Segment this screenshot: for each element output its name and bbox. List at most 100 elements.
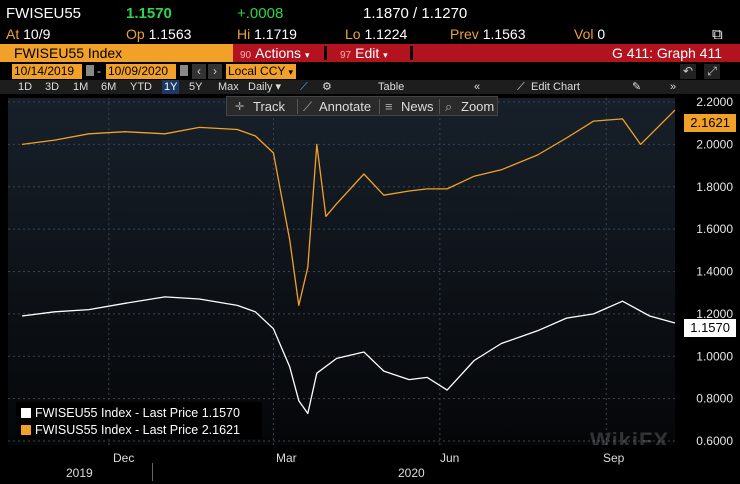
divider [379, 99, 380, 114]
year-divider [152, 463, 153, 481]
annotate-button[interactable]: Annotate [319, 99, 372, 114]
news-button[interactable]: News [401, 99, 434, 114]
y-tick-label: 0.6000 [696, 434, 733, 448]
x-year-label: 2020 [398, 466, 425, 480]
legend: FWISEU55 Index - Last Price 1.1570 FWISU… [16, 402, 262, 439]
table-button[interactable]: Table [378, 81, 405, 93]
period-1d[interactable]: 1D [18, 81, 33, 93]
period-toolbar: 1D 3D 1M 6M YTD 1Y 5Y Max Daily ▾ ⟋ ⚙ Ta… [0, 80, 740, 94]
index-name: FWISEU55 Index [0, 44, 233, 62]
annotate-icon[interactable]: ⟋ [303, 99, 313, 114]
period-6m[interactable]: 6M [101, 81, 117, 93]
calendar-icon[interactable] [180, 65, 188, 76]
fullscreen-icon[interactable]: ⤢ [704, 64, 720, 79]
y-tick-label: 1.4000 [696, 265, 733, 279]
end-date-field[interactable]: 10/09/2020 [106, 64, 176, 79]
y-tick-label: 1.2000 [696, 307, 733, 321]
open-value: 1.1563 [148, 26, 192, 42]
actions-menu[interactable]: 90 Actions ▾ [240, 44, 309, 62]
crosshair-icon[interactable]: ✛ [235, 101, 245, 113]
chevron-down-icon: ▾ [288, 67, 294, 77]
x-tick-label: Jun [440, 451, 460, 465]
period-3d[interactable]: 3D [45, 81, 60, 93]
edit-icon[interactable]: ✎ [632, 81, 642, 93]
at-label: At [6, 26, 20, 42]
fwiseu55-series-line [21, 296, 676, 415]
divider [297, 99, 298, 114]
legend-label: FWISUS55 Index - Last Price 2.1621 [35, 423, 240, 437]
x-tick-label: Mar [276, 451, 297, 465]
vol-label: Vol [574, 26, 594, 42]
chevron-down-icon: ▾ [383, 50, 388, 60]
prev-value: 1.1563 [482, 26, 526, 42]
edit-chart-icon[interactable]: ⟋ [517, 81, 525, 93]
divider [439, 99, 440, 114]
x-year-label: 2019 [66, 466, 93, 480]
frequency-label: Daily [248, 81, 273, 93]
legend-item: FWISUS55 Index - Last Price 2.1621 [21, 423, 240, 437]
edit-chart-button[interactable]: Edit Chart [531, 81, 580, 93]
open-label: Op [126, 26, 145, 42]
y-tick-label: 0.8000 [696, 392, 733, 406]
date-range-row: 10/14/2019 - 10/09/2020 ‹ › Local CCY ▾ … [0, 62, 740, 80]
edit-label: Edit [355, 45, 380, 61]
news-icon[interactable]: ≡ [385, 99, 393, 114]
prev-period-button[interactable]: ‹ [192, 64, 206, 79]
price-change: +.0008 [237, 5, 284, 22]
x-tick-label: Dec [113, 451, 135, 465]
edit-number: 97 [340, 50, 352, 61]
prev-label: Prev [450, 26, 479, 42]
menu-bar: FWISEU55 Index 90 Actions ▾ 97 Edit ▾ G 41… [0, 44, 740, 62]
export-icon[interactable]: ⧉ [712, 26, 723, 43]
track-button[interactable]: Track [253, 99, 286, 114]
series-group [21, 109, 676, 415]
edit-menu[interactable]: 97 Edit ▾ [340, 44, 388, 62]
start-date-field[interactable]: 10/14/2019 [12, 64, 82, 79]
next-period-button[interactable]: › [208, 64, 222, 79]
legend-item: FWISEU55 Index - Last Price 1.1570 [21, 406, 240, 420]
currency-label: Local CCY [228, 64, 286, 78]
legend-swatch [21, 425, 31, 435]
actions-number: 90 [240, 50, 252, 61]
collapse-icon[interactable]: « [474, 81, 481, 93]
zoom-button[interactable]: Zoom [461, 99, 495, 114]
white-price-tag: 1.1570 [684, 319, 736, 337]
graph-label: G 411: Graph 411 [612, 45, 722, 61]
grid [8, 98, 675, 445]
frequency-select[interactable]: Daily ▾ [248, 81, 282, 93]
fwisus55-series-line [21, 109, 676, 307]
divider [410, 46, 413, 60]
actions-label: Actions [255, 45, 302, 61]
legend-swatch [21, 408, 31, 418]
low-label: Lo [345, 26, 361, 42]
period-5y[interactable]: 5Y [189, 81, 203, 93]
currency-select[interactable]: Local CCY ▾ [226, 64, 296, 79]
y-tick-label: 2.2000 [696, 95, 733, 109]
y-tick-label: 1.6000 [696, 222, 733, 236]
chevron-down-icon: ▾ [304, 50, 310, 60]
date-dash: - [97, 64, 101, 78]
low-value: 1.1224 [364, 26, 408, 42]
ohlc-row: At 10/9 Op 1.1563 Hi 1.1719 Lo 1.1224 Pr… [0, 26, 740, 44]
chart-tools: ✛ Track ⟋ Annotate ≡ News ⌕ Zoom [226, 96, 498, 116]
last-price: 1.1570 [126, 5, 172, 22]
quote-row: FWISEU55 1.1570 +.0008 1.1870 / 1.1270 [0, 0, 740, 26]
period-ytd[interactable]: YTD [130, 81, 152, 93]
expand-icon[interactable]: » [670, 81, 677, 93]
high-label: Hi [237, 26, 251, 42]
calendar-icon[interactable] [86, 65, 94, 76]
undo-icon[interactable]: ↶ [680, 64, 696, 79]
settings-icon[interactable]: ⚙ [322, 81, 332, 93]
high-value: 1.1719 [254, 26, 297, 42]
divider [324, 46, 327, 60]
period-max[interactable]: Max [218, 81, 239, 93]
y-tick-label: 2.0000 [696, 137, 733, 151]
period-1m[interactable]: 1M [73, 81, 89, 93]
line-chart-icon[interactable]: ⟋ [300, 81, 308, 93]
zoom-icon[interactable]: ⌕ [445, 99, 453, 114]
y-tick-label: 1.0000 [696, 349, 733, 363]
y-axis: 2.2000 2.0000 1.8000 1.6000 1.4000 1.2000 1.00… [696, 95, 733, 448]
period-1y[interactable]: 1Y [162, 80, 180, 94]
x-tick-label: Sep [603, 451, 625, 465]
at-value: 10/9 [23, 26, 51, 42]
